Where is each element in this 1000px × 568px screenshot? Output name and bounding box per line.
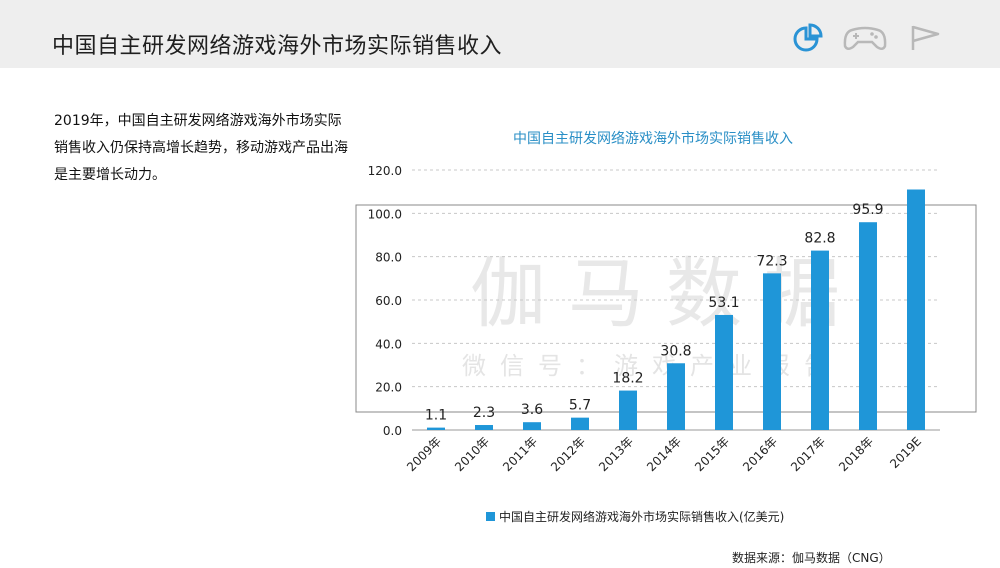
x-tick-label: 2011年: [500, 434, 540, 474]
value-label: 18.2: [612, 371, 643, 387]
value-label: 30.8: [660, 343, 691, 359]
page-title: 中国自主研发网络游戏海外市场实际销售收入: [52, 34, 503, 59]
x-tick-label: 2009年: [404, 434, 444, 474]
x-tick-label: 2017年: [788, 434, 828, 474]
bar: [715, 314, 733, 430]
x-tick-label: 2013年: [596, 434, 636, 474]
bar: [427, 427, 445, 430]
highlight-frame: [355, 204, 977, 413]
y-tick-label: 0.0: [383, 424, 402, 438]
legend-swatch: [486, 512, 495, 521]
x-tick-label: 2012年: [548, 434, 588, 474]
bar: [859, 222, 877, 430]
value-label: 1.1: [425, 408, 447, 424]
y-tick-label: 40.0: [375, 337, 402, 351]
y-tick-label: 20.0: [375, 381, 402, 395]
description-text: 2019年，中国自主研发网络游戏海外市场实际销售收入仍保持高增长趋势，移动游戏产…: [54, 113, 348, 183]
value-label: 72.3: [756, 253, 787, 269]
value-label: 95.9: [852, 202, 883, 218]
pie-chart-icon[interactable]: [790, 22, 826, 58]
x-tick-label: 2014年: [644, 434, 684, 474]
value-label: 5.7: [569, 398, 591, 414]
bar: [475, 425, 493, 430]
y-tick-label: 60.0: [375, 294, 402, 308]
value-label: 82.8: [804, 231, 835, 247]
data-source: 数据来源：伽马数据（CNG）: [732, 551, 891, 565]
x-tick-label: 2018年: [836, 434, 876, 474]
bar: [907, 189, 925, 430]
y-tick-label: 100.0: [368, 207, 402, 221]
bar: [619, 390, 637, 430]
value-label: 53.1: [708, 295, 739, 311]
bar: [667, 363, 685, 430]
x-tick-label: 2015年: [692, 434, 732, 474]
x-tick-label: 2016年: [740, 434, 780, 474]
gamepad-icon[interactable]: [842, 22, 888, 58]
y-tick-label: 120.0: [368, 164, 402, 178]
y-tick-label: 80.0: [375, 251, 402, 265]
bar: [811, 250, 829, 430]
x-tick-label: 2019E: [887, 434, 924, 471]
value-label: 2.3: [473, 405, 495, 421]
chart-title: 中国自主研发网络游戏海外市场实际销售收入: [513, 130, 793, 147]
header-bar: 中国自主研发网络游戏海外市场实际销售收入: [0, 0, 1000, 68]
x-tick-label: 2010年: [452, 434, 492, 474]
bar: [523, 422, 541, 430]
value-label: 3.6: [521, 402, 543, 418]
bar: [763, 273, 781, 430]
flag-icon[interactable]: [908, 22, 942, 58]
legend-label: 中国自主研发网络游戏海外市场实际销售收入(亿美元): [499, 509, 784, 524]
bar: [571, 417, 589, 430]
